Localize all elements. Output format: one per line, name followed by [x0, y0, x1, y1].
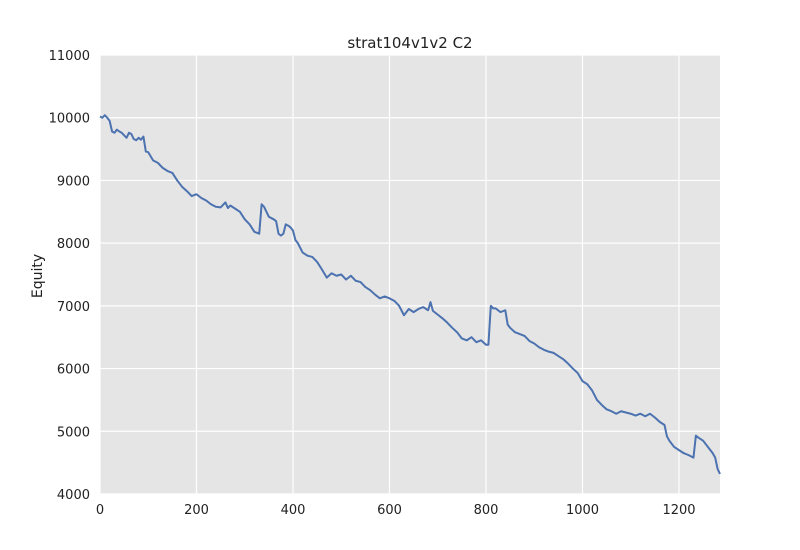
chart-title: strat104v1v2 C2	[347, 34, 472, 52]
x-tick-label: 1200	[662, 503, 695, 518]
x-tick-label: 1000	[566, 503, 599, 518]
equity-series-line	[99, 114, 721, 475]
y-tick-label: 11000	[49, 49, 90, 64]
y-axis: 4000 5000 6000 7000 8000 9000 10000 11000	[49, 49, 90, 503]
y-axis-label: Equity	[30, 254, 46, 298]
grid-lines	[99, 54, 720, 495]
x-axis: 0 200 400 600 800 1000 1200	[96, 503, 696, 518]
plot-area	[100, 55, 720, 494]
y-tick-label: 4000	[57, 488, 90, 503]
y-tick-label: 9000	[57, 174, 90, 189]
x-tick-label: 400	[281, 503, 306, 518]
y-tick-label: 10000	[49, 112, 90, 127]
x-tick-label: 0	[96, 503, 104, 518]
x-tick-label: 800	[474, 503, 499, 518]
y-tick-label: 8000	[57, 237, 90, 252]
y-tick-label: 6000	[57, 363, 90, 378]
x-tick-label: 600	[377, 503, 402, 518]
x-tick-label: 200	[184, 503, 209, 518]
y-tick-label: 5000	[57, 425, 90, 440]
y-tick-label: 7000	[57, 300, 90, 315]
